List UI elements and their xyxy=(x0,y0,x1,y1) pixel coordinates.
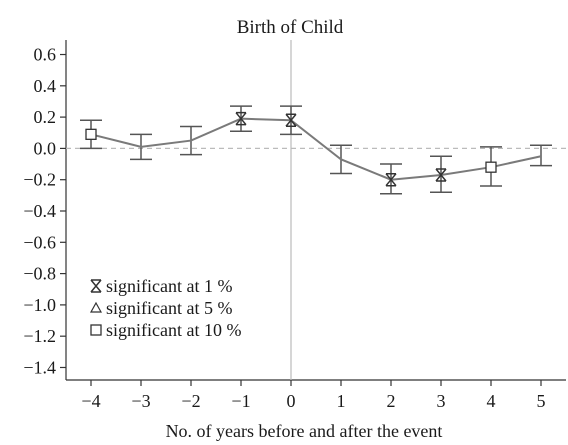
x-tick-label: 2 xyxy=(387,391,396,411)
plot-area: 0.6 0.4 0.2 0.0 −0.2 −0.4 −0.6 −0.8 −1.0 −1.2 −1.4… xyxy=(23,40,566,411)
y-tick-label: −0.6 xyxy=(23,232,56,252)
chart-title: Birth of Child xyxy=(237,17,344,38)
legend-label: significant at 5 % xyxy=(106,298,232,318)
legend-label: significant at 1 % xyxy=(106,276,232,296)
x-tick-label: −2 xyxy=(181,391,200,411)
data-point-hourglass-marker xyxy=(235,111,247,126)
y-tick-label: −1.0 xyxy=(23,295,56,315)
y-tick-label: 0.6 xyxy=(34,45,57,65)
x-tick-label: 5 xyxy=(537,391,546,411)
y-tick-label: −0.4 xyxy=(23,201,56,221)
x-axis-label: No. of years before and after the event xyxy=(166,421,443,441)
y-tick-label: −1.4 xyxy=(23,357,56,377)
legend-label: significant at 10 % xyxy=(106,320,241,340)
y-tick-label: −0.2 xyxy=(23,170,56,190)
legend-hourglass-marker xyxy=(90,279,102,293)
x-tick-label: 4 xyxy=(487,391,496,411)
data-point-hourglass-marker xyxy=(435,168,447,182)
data-point-hourglass-marker xyxy=(385,172,397,187)
y-tick-label: 0.4 xyxy=(34,76,57,96)
legend-triangle-marker xyxy=(89,301,103,313)
data-point-square-marker xyxy=(485,161,497,173)
x-tick-label: −4 xyxy=(81,391,100,411)
y-tick-label: −1.2 xyxy=(23,326,56,346)
data-point-hourglass-marker xyxy=(285,113,297,127)
x-tick-label: −1 xyxy=(231,391,250,411)
x-tick-label: 1 xyxy=(337,391,346,411)
legend-square-marker xyxy=(90,324,102,336)
y-tick-label: 0.0 xyxy=(34,138,57,158)
y-tick-label: 0.2 xyxy=(34,107,57,127)
x-tick-label: 0 xyxy=(287,391,296,411)
y-tick-label: −0.8 xyxy=(23,264,56,284)
x-tick-label: −3 xyxy=(131,391,150,411)
series-line xyxy=(90,117,542,181)
data-point-square-marker xyxy=(85,128,97,140)
x-tick-label: 3 xyxy=(437,391,446,411)
